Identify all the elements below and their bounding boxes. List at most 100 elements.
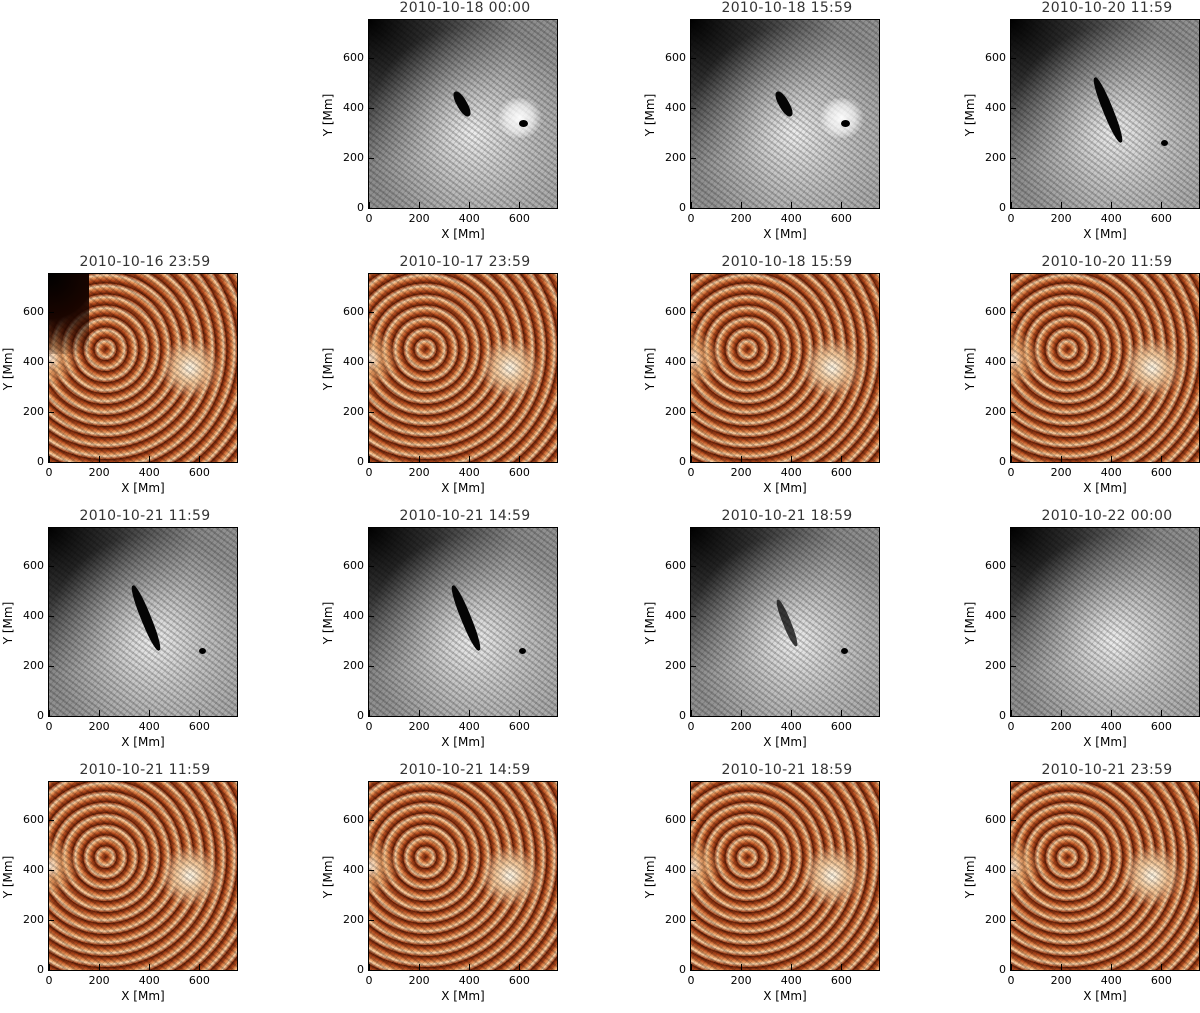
- panel-title: 2010-10-18 15:59: [721, 254, 853, 270]
- x-tick: [1161, 202, 1163, 208]
- x-tick-label: 200: [730, 974, 752, 987]
- x-tick-label: 200: [1050, 720, 1072, 733]
- y-tick: [368, 716, 374, 717]
- x-tick: [99, 710, 101, 716]
- y-tick: [690, 565, 696, 567]
- y-tick: [690, 869, 696, 871]
- x-tick-label: 0: [1007, 974, 1015, 987]
- y-tick-label: 400: [665, 100, 686, 114]
- y-tick-label: 200: [985, 912, 1006, 926]
- y-tick-label: 0: [357, 963, 364, 976]
- y-tick: [690, 107, 696, 109]
- x-tick: [1061, 710, 1063, 716]
- y-axis-label: Y [Mm]: [1, 855, 15, 899]
- image-panel: 2010-10-16 23:59 0 200 400 600 0 200 400 600 X [M…: [0, 254, 320, 504]
- y-tick-label: 200: [343, 404, 364, 418]
- x-tick: [741, 710, 743, 716]
- x-tick: [469, 202, 471, 208]
- y-tick-label: 400: [343, 862, 364, 876]
- y-tick-label: 200: [23, 658, 44, 672]
- y-tick: [48, 665, 54, 667]
- halpha-image: [368, 527, 558, 717]
- x-axis-label: X [Mm]: [121, 735, 165, 749]
- granulation-texture: [369, 782, 557, 970]
- y-tick-label: 600: [985, 304, 1006, 318]
- x-tick: [841, 456, 843, 462]
- x-tick: [99, 964, 101, 970]
- y-tick: [690, 208, 696, 209]
- image-panel: 2010-10-18 15:59 0 200 400 600 0 200 400 600 X [M…: [642, 0, 962, 250]
- panel-title: 2010-10-20 11:59: [1041, 0, 1173, 16]
- x-tick: [99, 456, 101, 462]
- x-tick: [841, 710, 843, 716]
- x-tick-label: 400: [1100, 720, 1122, 733]
- x-tick-label: 400: [1100, 466, 1122, 479]
- granulation-texture: [691, 782, 879, 970]
- y-tick: [1010, 411, 1016, 413]
- x-tick: [1111, 202, 1113, 208]
- x-tick: [149, 710, 151, 716]
- y-tick-label: 200: [665, 404, 686, 418]
- y-tick: [48, 361, 54, 363]
- image-panel: 2010-10-17 23:59 0 200 400 600 0 200 400 600 X [M…: [320, 254, 640, 504]
- x-tick: [791, 710, 793, 716]
- y-tick: [368, 462, 374, 463]
- x-axis-label: X [Mm]: [763, 481, 807, 495]
- x-tick: [841, 202, 843, 208]
- y-tick-label: 200: [985, 404, 1006, 418]
- euv-image: [368, 781, 558, 971]
- y-tick: [368, 311, 374, 313]
- x-tick: [691, 964, 692, 970]
- y-tick: [1010, 615, 1016, 617]
- y-axis-label: Y [Mm]: [321, 855, 335, 899]
- y-tick-label: 0: [357, 455, 364, 468]
- x-tick-label: 200: [88, 466, 110, 479]
- y-tick-label: 600: [665, 50, 686, 64]
- y-tick-label: 0: [999, 455, 1006, 468]
- y-tick: [1010, 57, 1016, 59]
- image-panel: 2010-10-22 00:00 0 200 400 600 0 200 400 600 X [M…: [962, 508, 1200, 758]
- x-tick-label: 200: [88, 720, 110, 733]
- x-tick: [419, 456, 421, 462]
- x-tick-label: 400: [138, 720, 160, 733]
- y-tick-label: 200: [985, 658, 1006, 672]
- euv-image: [48, 273, 238, 463]
- y-tick-label: 200: [23, 912, 44, 926]
- y-tick-label: 200: [665, 912, 686, 926]
- x-tick-label: 200: [730, 720, 752, 733]
- x-tick: [419, 710, 421, 716]
- y-axis-label: Y [Mm]: [1, 347, 15, 391]
- x-tick: [49, 710, 50, 716]
- image-panel: 2010-10-21 11:59 0 200 400 600 0 200 400 600 X [M…: [0, 508, 320, 758]
- y-tick: [368, 361, 374, 363]
- y-tick: [1010, 716, 1016, 717]
- y-tick: [368, 565, 374, 567]
- y-tick-label: 0: [679, 963, 686, 976]
- x-tick-label: 600: [830, 466, 852, 479]
- y-tick-label: 400: [665, 862, 686, 876]
- y-tick: [48, 462, 54, 463]
- halpha-image: [368, 19, 558, 209]
- image-panel: 2010-10-20 11:59 0 200 400 600 0 200 400 600 X [M…: [962, 0, 1200, 250]
- x-tick: [519, 202, 521, 208]
- x-tick-label: 200: [88, 974, 110, 987]
- panel-title: 2010-10-21 14:59: [399, 508, 531, 524]
- y-tick-label: 0: [357, 201, 364, 214]
- x-tick: [1111, 456, 1113, 462]
- halpha-image: [690, 19, 880, 209]
- x-tick-label: 600: [188, 466, 210, 479]
- halpha-image: [48, 527, 238, 717]
- granulation-texture: [1011, 782, 1199, 970]
- plage: [497, 98, 542, 138]
- x-axis-label: X [Mm]: [1083, 227, 1127, 241]
- x-tick-label: 600: [1150, 720, 1172, 733]
- halpha-image: [690, 527, 880, 717]
- x-tick-label: 600: [1150, 974, 1172, 987]
- panel-title: 2010-10-20 11:59: [1041, 254, 1173, 270]
- x-tick: [199, 456, 201, 462]
- panel-title: 2010-10-21 18:59: [721, 508, 853, 524]
- x-tick-label: 400: [458, 212, 480, 225]
- image-panel: 2010-10-18 00:00 0 200 400 600 0 200 400 600 X [M…: [320, 0, 640, 250]
- x-tick: [1061, 964, 1063, 970]
- x-axis-label: X [Mm]: [1083, 481, 1127, 495]
